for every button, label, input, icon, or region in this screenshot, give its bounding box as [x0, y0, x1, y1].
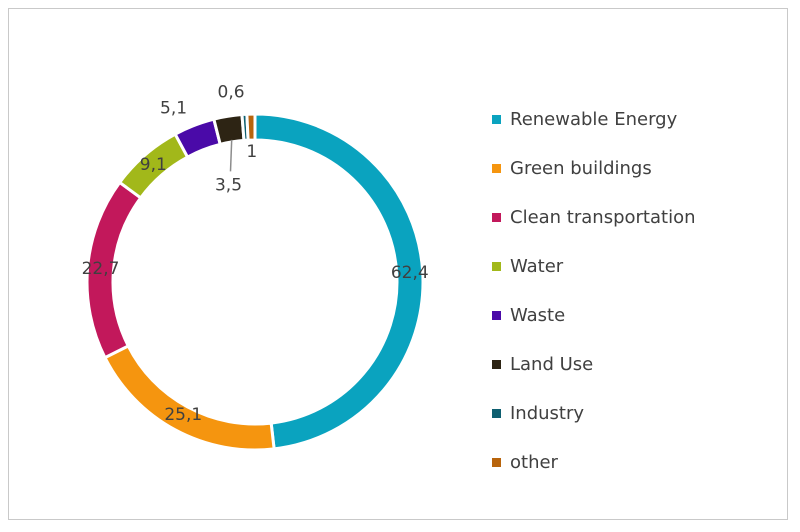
legend-item-renewable-energy: Renewable Energy — [492, 95, 782, 144]
data-label-waste: 5,1 — [160, 99, 187, 119]
data-label-renewable-energy: 62,4 — [391, 263, 429, 283]
legend-swatch — [492, 360, 501, 369]
data-label-industry: 0,6 — [218, 82, 245, 102]
legend-swatch — [492, 311, 501, 320]
legend-item-clean-transportation: Clean transportation — [492, 193, 782, 242]
legend-swatch — [492, 115, 501, 124]
legend-label: Clean transportation — [510, 207, 696, 228]
leader-lines — [229, 139, 233, 172]
data-label-other: 1 — [246, 142, 257, 162]
legend-label: Land Use — [510, 354, 594, 375]
legend-label: Green buildings — [510, 158, 652, 179]
legend-item-other: other — [492, 438, 782, 487]
data-label-land-use: 3,5 — [215, 175, 242, 195]
data-label-water: 9,1 — [140, 155, 167, 175]
legend-item-waste: Waste — [492, 291, 782, 340]
legend-swatch — [492, 213, 501, 222]
slice-other — [245, 112, 257, 142]
data-label-green-buildings: 25,1 — [164, 405, 202, 425]
donut-slices — [85, 112, 425, 452]
legend-label: Industry — [510, 403, 585, 424]
legend-item-water: Water — [492, 242, 782, 291]
legend-label: Water — [510, 256, 564, 277]
legend-label: Renewable Energy — [510, 109, 678, 130]
data-label-clean-transportation: 22,7 — [82, 259, 120, 279]
legend-label: Waste — [510, 305, 566, 326]
legend-swatch — [492, 458, 501, 467]
legend-label: other — [510, 452, 558, 473]
slice-land-use — [212, 112, 246, 147]
data-labels: 62,4 25,1 22,7 9,1 5,1 3,5 0,6 1 — [82, 82, 429, 425]
legend-item-industry: Industry — [492, 389, 782, 438]
chart-legend: Renewable Energy Green buildings Clean tra… — [492, 95, 782, 487]
legend-item-green-buildings: Green buildings — [492, 144, 782, 193]
slice-green-buildings — [102, 343, 276, 452]
legend-item-land-use: Land Use — [492, 340, 782, 389]
legend-swatch — [492, 164, 501, 173]
legend-swatch — [492, 409, 501, 418]
legend-swatch — [492, 262, 501, 271]
leader-line-land-use — [229, 139, 233, 172]
